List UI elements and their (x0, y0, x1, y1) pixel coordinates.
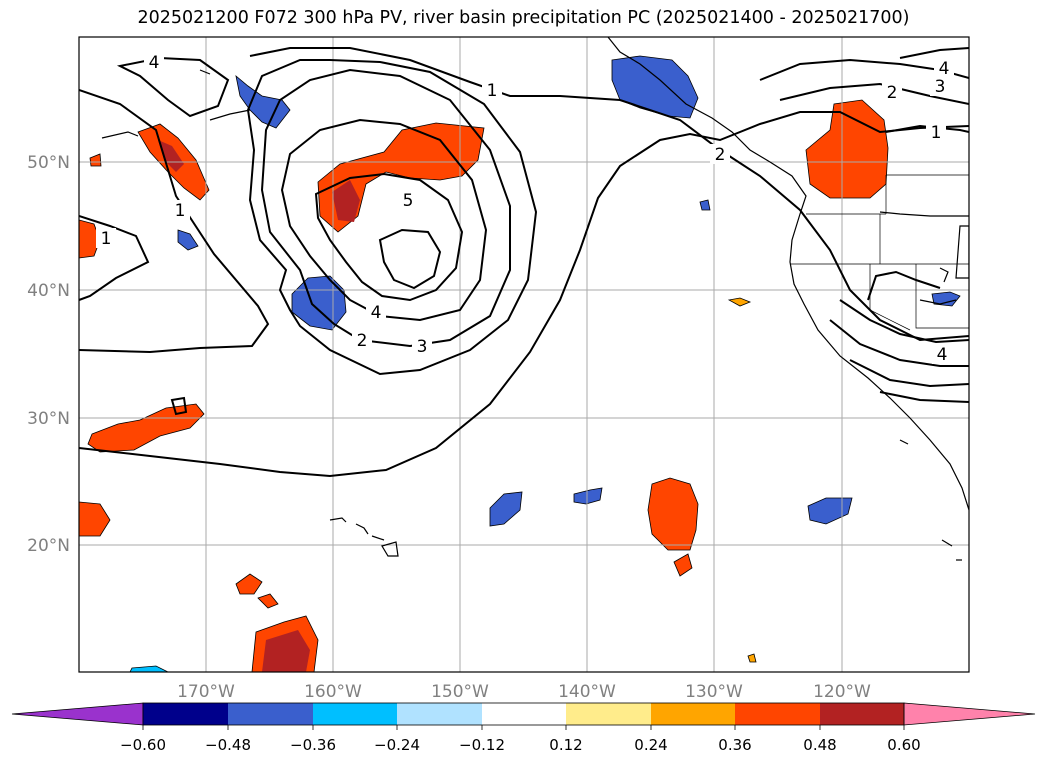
precip-blob (727, 297, 752, 307)
colorbar-segment (651, 703, 735, 725)
precip-blob (262, 630, 310, 672)
lon-label: 130°W (685, 682, 743, 702)
colorbar: −0.60 −0.48 −0.36 −0.24 −0.12 0.12 0.24 … (11, 702, 1036, 754)
map-frame (78, 36, 970, 673)
colorbar-tick-label: 0.60 (887, 736, 920, 754)
colorbar-segment (482, 703, 566, 725)
pv-contour-5 (314, 172, 464, 302)
contour-labels: 4 1 1 5 4 3 2 2 1 2 3 4 4 1 (96, 52, 954, 365)
contour-label: 4 (371, 303, 382, 323)
contour-label: 3 (417, 337, 428, 357)
contour-label: 1 (931, 123, 942, 143)
contour-label: 4 (149, 53, 160, 73)
lat-label: 40°N (27, 281, 70, 301)
colorbar-tick-label: 0.36 (718, 736, 751, 754)
precip-blob (673, 553, 693, 577)
pv-contour-1-large (79, 111, 969, 478)
colorbar-tick-label: −0.12 (459, 736, 505, 754)
pv-contour-2-ne (779, 82, 969, 105)
colorbar-tick-label: 0.24 (634, 736, 667, 754)
precip-blob (332, 180, 360, 222)
pv-contour-east-2 (829, 319, 969, 367)
contour-label: 4 (937, 345, 948, 365)
contour-label: 1 (175, 201, 186, 221)
contour-label: 1 (101, 229, 112, 249)
contour-label: 2 (715, 145, 726, 165)
colorbar-segment (566, 703, 651, 725)
pv-contours (79, 47, 969, 478)
precip-positive-anomalies (79, 99, 889, 672)
contour-label: 2 (357, 331, 368, 351)
precip-blob (647, 477, 699, 551)
colorbar-tick-label: −0.48 (205, 736, 251, 754)
colorbar-tick-label: −0.36 (290, 736, 336, 754)
contour-label: 5 (403, 191, 414, 211)
lat-label: 20°N (27, 536, 70, 556)
precip-blob (89, 153, 102, 167)
pv-contour-4 (280, 118, 488, 322)
precip-blob (699, 199, 711, 211)
precip-blob (573, 487, 603, 505)
precip-blob (747, 653, 757, 663)
pv-contour-5-inner (378, 228, 442, 290)
precip-blob (79, 501, 111, 537)
precip-blob (235, 573, 263, 595)
lon-label: 120°W (813, 682, 871, 702)
lon-label: 170°W (177, 682, 235, 702)
lat-label: 50°N (27, 153, 70, 173)
pv-contour-small (170, 396, 188, 416)
colorbar-tick-label: −0.24 (374, 736, 420, 754)
pv-contour-2 (249, 47, 969, 342)
pv-contour-east-4 (867, 270, 941, 301)
contour-label: 3 (935, 77, 946, 97)
lat-label: 30°N (27, 409, 70, 429)
colorbar-segment (313, 703, 397, 725)
coastlines (101, 37, 969, 561)
colorbar-segment (228, 703, 313, 725)
colorbar-extend-high (903, 702, 1036, 726)
precip-blob (158, 140, 184, 172)
pv-contour-4-ne (899, 47, 969, 59)
contour-label: 4 (939, 59, 950, 79)
colorbar-tick-label: 0.48 (803, 736, 836, 754)
precip-blob (177, 229, 199, 251)
longitude-labels: 170°W 160°W 150°W 140°W 130°W 120°W (177, 682, 871, 702)
colorbar-segment (820, 703, 904, 725)
contour-label: 1 (487, 81, 498, 101)
colorbar-tick-label: −0.60 (120, 736, 166, 754)
lon-label: 150°W (431, 682, 489, 702)
pv-contour-east-5 (879, 391, 969, 403)
colorbar-segment (143, 703, 228, 725)
contour-label: 2 (887, 83, 898, 103)
latitude-labels: 50°N 40°N 30°N 20°N (27, 153, 70, 556)
colorbar-segment (397, 703, 482, 725)
pv-contour-4-nw (116, 56, 230, 118)
precip-blob (807, 497, 853, 525)
precip-blob (257, 593, 279, 609)
pv-contour-east-1 (839, 299, 969, 344)
pv-contour-1-west (79, 89, 270, 354)
pv-contour-3 (260, 68, 511, 348)
precip-blob (611, 55, 699, 119)
colorbar-tick-label: 0.12 (549, 736, 582, 754)
pv-contour-2-inner (246, 59, 538, 376)
lon-label: 160°W (304, 682, 362, 702)
lon-label: 140°W (558, 682, 616, 702)
pv-contour-1-small-west (79, 215, 150, 301)
precip-blob (489, 491, 523, 527)
pv-contour-east-3 (849, 359, 969, 388)
political-borders (790, 174, 969, 331)
colorbar-extend-low (11, 702, 144, 726)
figure-title: 2025021200 F072 300 hPa PV, river basin … (137, 8, 910, 28)
precip-blob (317, 122, 485, 233)
colorbar-segment (735, 703, 820, 725)
precip-blob (129, 665, 169, 672)
